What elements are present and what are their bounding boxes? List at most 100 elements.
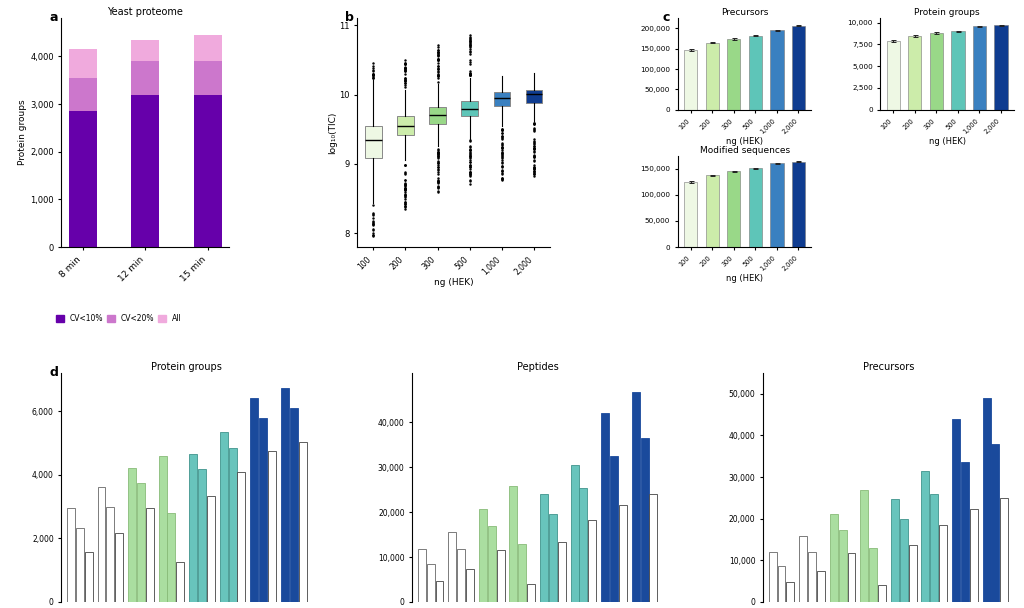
Bar	[749, 168, 762, 247]
Bar	[777, 567, 785, 602]
Bar	[558, 542, 565, 602]
Title: Precursors: Precursors	[863, 362, 914, 372]
Bar	[706, 43, 719, 110]
Bar	[194, 94, 222, 247]
Bar	[792, 26, 805, 110]
Bar	[684, 182, 697, 247]
Bar	[67, 508, 75, 602]
Bar	[540, 494, 548, 602]
Bar	[85, 552, 92, 602]
Bar	[931, 494, 938, 602]
Bar	[869, 548, 878, 602]
PathPatch shape	[429, 107, 445, 123]
Bar	[887, 41, 900, 110]
X-axis label: ng (HEK): ng (HEK)	[434, 278, 473, 287]
Y-axis label: Protein groups: Protein groups	[18, 100, 28, 165]
Bar	[706, 176, 719, 247]
Bar	[839, 530, 847, 602]
Bar	[250, 398, 258, 602]
Bar	[131, 40, 160, 247]
Title: Protein groups: Protein groups	[152, 362, 222, 372]
Bar	[641, 438, 648, 602]
Bar	[860, 489, 868, 602]
X-axis label: ng (HEK): ng (HEK)	[726, 137, 763, 145]
Bar	[427, 564, 434, 602]
Bar	[435, 581, 443, 602]
Title: Peptides: Peptides	[517, 362, 558, 372]
Bar	[131, 61, 160, 247]
Bar	[769, 552, 776, 602]
Title: Precursors: Precursors	[721, 9, 768, 18]
PathPatch shape	[397, 116, 414, 135]
Bar	[970, 510, 978, 602]
Title: Protein groups: Protein groups	[914, 9, 980, 18]
Bar	[951, 32, 965, 110]
Bar	[238, 472, 246, 602]
Bar	[601, 413, 609, 602]
Bar	[131, 94, 160, 247]
PathPatch shape	[462, 100, 478, 116]
Text: d: d	[49, 366, 58, 379]
Bar	[299, 442, 306, 602]
Bar	[116, 533, 123, 602]
Text: c: c	[663, 11, 670, 24]
Bar	[878, 585, 886, 602]
Bar	[817, 571, 825, 602]
Bar	[518, 544, 526, 602]
Bar	[259, 418, 267, 602]
Bar	[610, 456, 617, 602]
Bar	[991, 444, 999, 602]
PathPatch shape	[494, 92, 510, 106]
Bar	[69, 111, 97, 247]
Bar	[418, 549, 426, 602]
Bar	[128, 468, 136, 602]
Y-axis label: log₁₀(TIC): log₁₀(TIC)	[329, 111, 338, 154]
Bar	[792, 162, 805, 247]
PathPatch shape	[365, 126, 382, 157]
Bar	[168, 513, 175, 602]
Bar	[281, 389, 289, 602]
Text: a: a	[49, 11, 57, 24]
Bar	[900, 519, 907, 602]
Bar	[891, 499, 899, 602]
Bar	[589, 520, 596, 602]
Bar	[176, 562, 184, 602]
Bar	[487, 526, 496, 602]
Bar	[69, 78, 97, 247]
Bar	[97, 487, 105, 602]
Bar	[198, 469, 206, 602]
Bar	[207, 496, 215, 602]
X-axis label: ng (HEK): ng (HEK)	[929, 137, 966, 145]
Bar	[770, 164, 783, 247]
Bar	[749, 36, 762, 110]
X-axis label: ng (HEK): ng (HEK)	[726, 274, 763, 283]
Bar	[799, 536, 807, 602]
Bar	[228, 448, 237, 602]
Bar	[580, 488, 588, 602]
Bar	[632, 392, 640, 602]
Bar	[290, 408, 298, 602]
Bar	[479, 510, 486, 602]
Bar	[76, 528, 84, 602]
Bar	[908, 545, 916, 602]
Bar	[808, 551, 816, 602]
Bar	[458, 548, 465, 602]
PathPatch shape	[525, 89, 543, 103]
Bar	[727, 39, 740, 110]
Bar	[618, 505, 627, 602]
Bar	[570, 465, 579, 602]
Bar	[786, 582, 795, 602]
Bar	[973, 26, 986, 110]
Bar	[527, 584, 536, 602]
Bar	[983, 398, 990, 602]
Bar	[194, 35, 222, 247]
Bar	[684, 50, 697, 110]
Bar	[466, 569, 474, 602]
Bar	[930, 33, 943, 110]
Bar	[908, 36, 922, 110]
Bar	[727, 171, 740, 247]
Bar	[961, 462, 969, 602]
Title: Modified sequences: Modified sequences	[699, 146, 790, 155]
Bar	[194, 61, 222, 247]
Bar	[137, 483, 144, 602]
